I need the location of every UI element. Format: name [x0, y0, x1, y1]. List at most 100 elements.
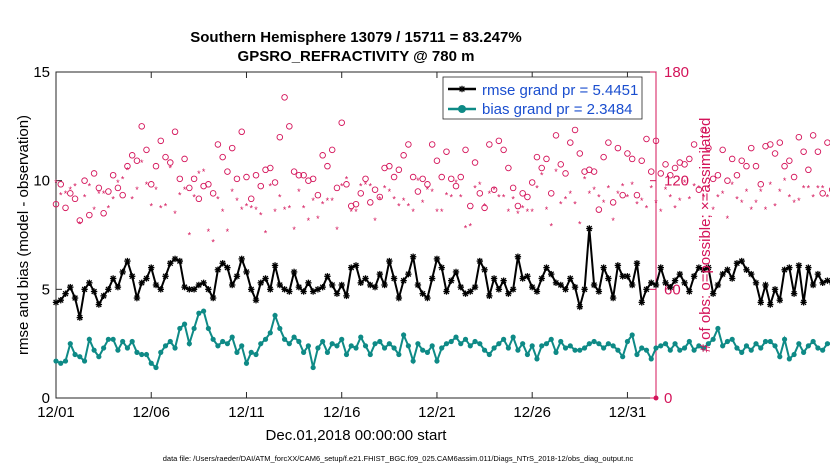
- rmse-point: [190, 286, 198, 293]
- bias-point: [424, 349, 431, 355]
- bias-point: [562, 345, 569, 351]
- rmse-point: [243, 268, 250, 276]
- rmse-point: [652, 281, 660, 289]
- obs-assimilated-point: *: [526, 207, 530, 217]
- obs-possible-point: [100, 210, 107, 217]
- rmse-point: [533, 288, 541, 295]
- bias-point: [510, 334, 516, 340]
- bias-point: [262, 336, 269, 342]
- obs-possible-point: [128, 152, 136, 159]
- bias-point: [601, 345, 607, 351]
- rmse-point: [481, 266, 488, 273]
- obs-assimilated-point: *: [97, 189, 101, 199]
- obs-assimilated-point: *: [549, 221, 553, 231]
- bias-point: [715, 325, 721, 332]
- obs-possible-point: [481, 204, 488, 212]
- obs-assimilated-point: *: [407, 202, 411, 212]
- obs-possible-point: [233, 175, 241, 183]
- obs-possible-point: [771, 150, 779, 157]
- obs-assimilated-point: *: [597, 192, 601, 202]
- legend-rmse-star: [458, 85, 466, 93]
- bias-series-layer: [53, 308, 830, 371]
- obs-possible-point: [671, 164, 679, 172]
- obs-assimilated-point: *: [640, 196, 644, 206]
- bias-point: [558, 338, 564, 345]
- obs-possible-point: [147, 181, 155, 188]
- bias-point: [81, 358, 88, 364]
- obs-assimilated-point: *: [702, 192, 706, 202]
- y-tick-label-right: 180: [664, 64, 689, 81]
- bias-point: [686, 338, 692, 345]
- obs-assimilated-point: *: [307, 216, 311, 226]
- rmse-point: [624, 273, 631, 280]
- obs-assimilated-point: *: [102, 189, 106, 199]
- obs-assimilated-point: *: [202, 167, 206, 177]
- bias-point: [315, 345, 321, 351]
- rmse-point: [605, 275, 612, 282]
- bias-point: [267, 330, 273, 336]
- obs-assimilated-point: *: [278, 192, 282, 202]
- y-tick-label-right: 120: [664, 173, 689, 190]
- obs-possible-point: [828, 187, 830, 193]
- obs-axis-end-marker: [653, 395, 659, 401]
- rmse-point: [686, 288, 693, 295]
- bias-point: [191, 325, 197, 332]
- obs-assimilated-point: *: [240, 205, 244, 215]
- y-axis-label-right: # of obs: o=possible; ×=assimilated: [697, 118, 714, 353]
- obs-assimilated-point: *: [188, 231, 192, 241]
- obs-possible-point: [486, 141, 493, 148]
- obs-possible-point: [681, 161, 688, 168]
- obs-possible-point: [119, 191, 126, 199]
- obs-possible-point: [781, 162, 788, 170]
- bias-point: [591, 338, 597, 345]
- obs-possible-point: [824, 139, 830, 146]
- plot-area: [55, 71, 657, 399]
- rmse-point: [795, 262, 803, 269]
- rmse-point: [228, 281, 236, 289]
- obs-assimilated-point: *: [821, 183, 825, 193]
- rmse-point: [114, 283, 122, 291]
- obs-possible-point: [247, 195, 255, 203]
- obs-possible-point: [543, 155, 550, 163]
- rmse-point: [167, 260, 174, 267]
- obs-possible-point: [605, 139, 612, 146]
- bias-point: [496, 341, 502, 347]
- obs-possible-point: [805, 166, 812, 174]
- bias-point: [229, 334, 235, 340]
- obs-possible-point: [319, 152, 326, 159]
- obs-assimilated-point: *: [264, 229, 268, 239]
- bias-point: [110, 336, 116, 342]
- obs-assimilated-point: *: [707, 183, 711, 193]
- obs-assimilated-point: *: [483, 202, 487, 212]
- obs-possible-point: [290, 168, 298, 175]
- obs-assimilated-point: *: [711, 205, 715, 215]
- obs-assimilated-point: *: [726, 214, 730, 224]
- obs-possible-point: [609, 199, 617, 206]
- obs-assimilated-point: *: [88, 182, 92, 192]
- obs-assimilated-point: *: [349, 207, 353, 217]
- rmse-point: [400, 277, 407, 284]
- obs-possible-point: [519, 190, 526, 197]
- rmse-point: [767, 301, 774, 308]
- obs-possible-point: [733, 171, 741, 179]
- obs-assimilated-point: *: [145, 180, 149, 190]
- rmse-point: [667, 283, 674, 291]
- obs-assimilated-point: *: [573, 200, 577, 210]
- bias-point: [172, 345, 178, 351]
- bias-point: [481, 347, 488, 353]
- obs-possible-point: [276, 133, 284, 141]
- obs-possible-point: [719, 146, 726, 154]
- obs-assimilated-point: *: [802, 183, 806, 193]
- obs-assimilated-point: *: [554, 167, 558, 177]
- obs-possible-point: [400, 152, 407, 159]
- obs-assimilated-point: *: [383, 183, 387, 193]
- rmse-point: [81, 286, 88, 293]
- bias-point: [786, 356, 792, 362]
- rmse-point: [486, 292, 493, 300]
- bias-point: [439, 345, 445, 351]
- obs-possible-point: [552, 132, 560, 139]
- obs-assimilated-point: *: [245, 202, 249, 212]
- obs-possible-point: [724, 177, 731, 184]
- obs-possible-point: [624, 150, 631, 157]
